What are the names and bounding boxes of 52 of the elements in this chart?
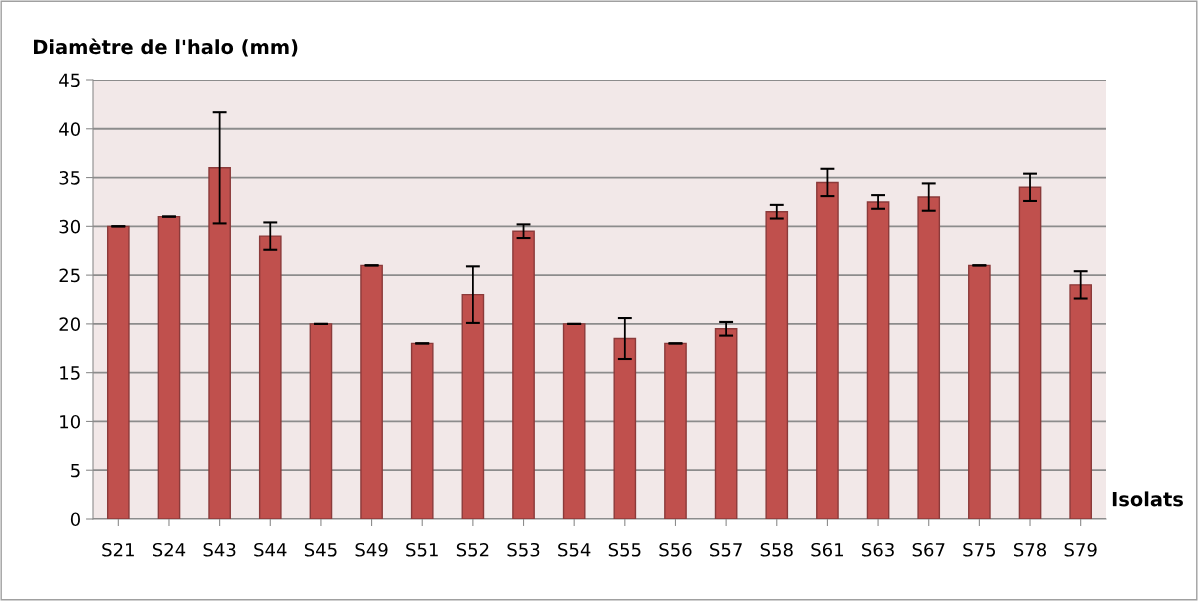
x-tick-label: S56	[659, 542, 692, 557]
x-tick-label: S58	[760, 542, 793, 557]
bar	[309, 323, 333, 519]
y-tick-label: 0	[70, 512, 80, 527]
y-tick-label: 35	[59, 171, 80, 185]
bar	[765, 211, 789, 519]
x-tick-label: S63	[862, 542, 894, 557]
x-tick-label: S55	[608, 542, 641, 557]
x-tick-label: S52	[456, 542, 489, 557]
x-tick-label: S51	[406, 542, 438, 557]
y-tick-label: 30	[59, 219, 80, 234]
x-tick-label: S67	[912, 542, 945, 557]
bar	[208, 167, 231, 519]
y-tick-label: 20	[59, 317, 80, 332]
x-axis-title: Isolats	[1112, 491, 1183, 507]
bar	[866, 201, 890, 519]
bar	[512, 230, 535, 519]
x-tick-label: S21	[102, 542, 134, 557]
bar	[968, 264, 991, 519]
bar	[1069, 284, 1093, 519]
y-tick-label: 5	[71, 463, 80, 478]
x-tick-label: S54	[558, 542, 591, 557]
bar	[613, 337, 637, 519]
x-tick-label: S78	[1014, 542, 1047, 557]
x-tick-label: S79	[1064, 542, 1097, 557]
y-axis-title: Diamètre de l'halo (mm)	[34, 38, 298, 57]
x-tick-label: S45	[304, 542, 337, 557]
bar	[562, 323, 586, 519]
y-tick-label: 10	[60, 414, 80, 429]
x-tick-label: S61	[811, 542, 843, 557]
bar	[360, 264, 383, 519]
y-tick-label: 45	[59, 73, 80, 88]
x-tick-label: S44	[254, 542, 287, 557]
x-tick-label: S75	[963, 542, 996, 557]
x-tick-label: S49	[355, 542, 388, 557]
bar	[157, 215, 181, 519]
x-tick-label: S24	[152, 542, 186, 557]
x-tick-label: S43	[203, 542, 236, 557]
bar	[714, 328, 738, 519]
bar	[664, 342, 687, 519]
bar	[258, 235, 282, 519]
bar	[917, 196, 941, 519]
bar	[106, 225, 130, 519]
y-tick-label: 15	[60, 366, 80, 380]
x-tick-label: S57	[710, 542, 742, 557]
bar	[461, 293, 485, 519]
bar	[816, 181, 839, 519]
x-tick-label: S53	[507, 542, 540, 557]
bar	[1018, 186, 1042, 519]
y-tick-label: 25	[59, 268, 80, 283]
y-tick-label: 40	[59, 122, 80, 136]
bar	[410, 342, 434, 519]
